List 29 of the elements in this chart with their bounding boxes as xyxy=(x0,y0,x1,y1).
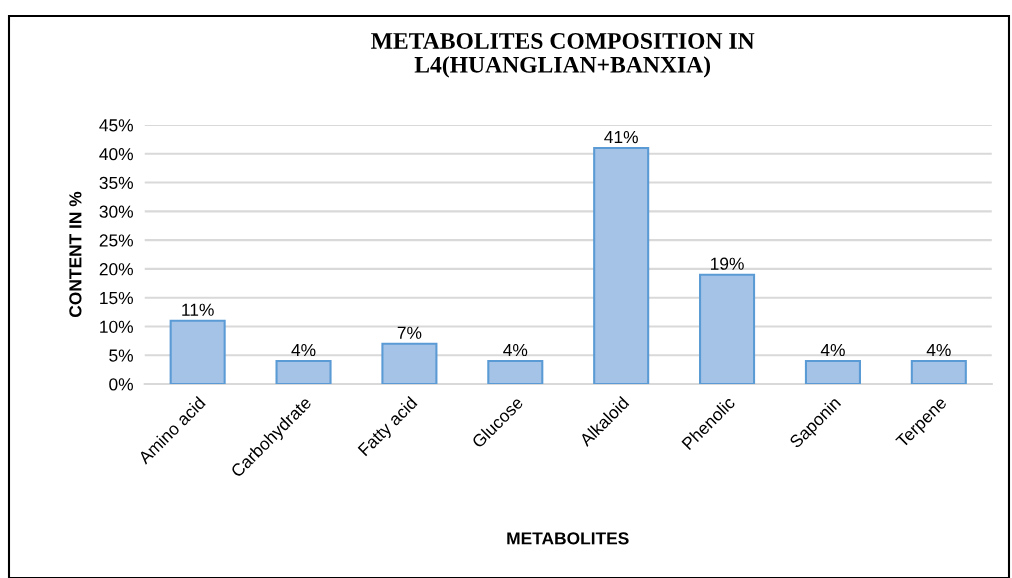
data-label: 4% xyxy=(926,343,951,357)
data-label: 19% xyxy=(711,257,744,270)
bar xyxy=(487,359,544,385)
bar xyxy=(169,319,226,385)
y-tick-label: 35% xyxy=(99,176,133,190)
data-label: 7% xyxy=(397,326,422,339)
bar xyxy=(381,342,438,385)
y-tick-label: 0% xyxy=(109,378,133,391)
bar xyxy=(699,273,756,385)
bar xyxy=(804,359,861,385)
bar xyxy=(593,147,650,385)
chart-title: METABOLITES COMPOSITION IN L4(HUANGLIAN+BANXIA) xyxy=(371,33,755,78)
y-tick-label: 40% xyxy=(99,147,133,161)
y-tick-label: 5% xyxy=(109,349,133,362)
y-tick-label: 30% xyxy=(99,205,133,218)
data-label: 4% xyxy=(820,343,845,357)
bar xyxy=(910,359,967,385)
y-tick-label: 20% xyxy=(99,263,133,276)
data-label: 4% xyxy=(503,343,528,357)
x-axis-title: METABOLITES xyxy=(507,532,629,545)
data-label: 41% xyxy=(604,131,638,144)
y-tick-label: 15% xyxy=(100,291,133,305)
y-tick-label: 45% xyxy=(99,119,133,132)
bar xyxy=(275,359,332,385)
y-axis-title: CONTENT IN % xyxy=(69,191,82,317)
data-label: 11% xyxy=(182,303,214,316)
y-tick-label: 10% xyxy=(100,320,133,333)
y-tick-label: 25% xyxy=(99,234,133,247)
data-label: 4% xyxy=(291,343,316,357)
